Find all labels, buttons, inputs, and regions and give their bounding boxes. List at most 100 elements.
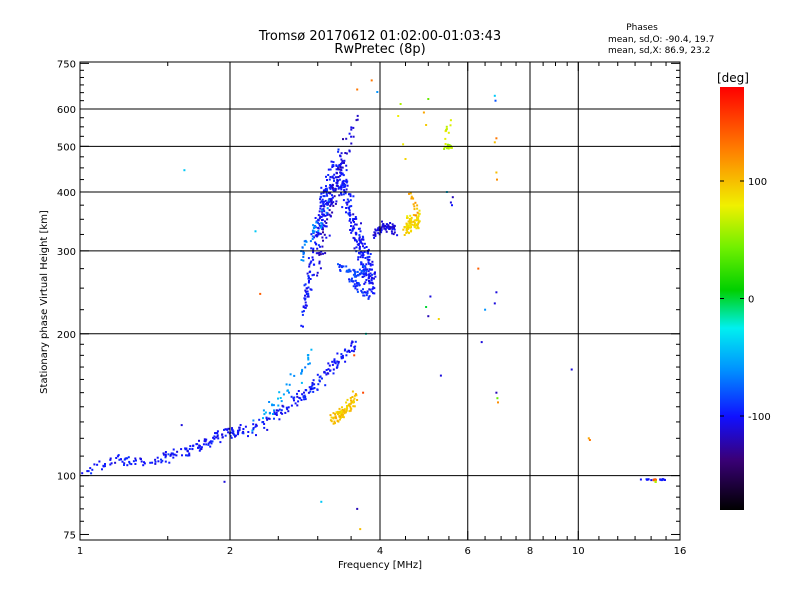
- data-point: [304, 389, 307, 391]
- data-point: [310, 260, 313, 263]
- data-point: [307, 292, 310, 295]
- data-point: [367, 248, 370, 251]
- data-point: [348, 410, 351, 413]
- data-point: [302, 306, 305, 309]
- data-point: [273, 417, 275, 420]
- data-point: [337, 176, 340, 178]
- data-point: [353, 220, 355, 223]
- data-point: [406, 227, 409, 230]
- data-point: [317, 229, 320, 232]
- data-point: [369, 268, 372, 271]
- data-point: [90, 472, 93, 475]
- data-point: [329, 414, 332, 417]
- data-point: [348, 349, 350, 352]
- data-point: [360, 222, 362, 225]
- data-point: [318, 251, 321, 254]
- data-point: [351, 227, 354, 230]
- data-point: [313, 236, 316, 239]
- data-point: [325, 225, 328, 228]
- data-point: [302, 325, 304, 328]
- data-point: [350, 221, 353, 224]
- data-point: [417, 222, 420, 224]
- data-point: [344, 152, 347, 154]
- data-point: [216, 430, 219, 433]
- data-point: [343, 182, 345, 185]
- data-point: [217, 437, 220, 440]
- data-point: [331, 187, 334, 189]
- data-point: [346, 180, 349, 183]
- data-point: [263, 413, 266, 416]
- data-point: [390, 226, 393, 229]
- data-point: [366, 268, 369, 271]
- data-point: [337, 179, 340, 182]
- data-point: [198, 449, 201, 452]
- data-point: [358, 247, 361, 250]
- data-point: [358, 239, 361, 242]
- data-point: [263, 423, 266, 425]
- data-point: [362, 252, 365, 255]
- data-point: [314, 217, 317, 219]
- data-point: [413, 224, 416, 227]
- data-point: [297, 400, 300, 403]
- data-point: [364, 268, 367, 271]
- chart-title: Tromsø 20170612 01:02:00-01:03:43: [258, 29, 501, 44]
- data-point: [185, 454, 187, 457]
- data-point: [344, 348, 347, 351]
- data-point: [344, 192, 347, 195]
- data-point: [493, 302, 496, 305]
- data-point: [358, 273, 361, 276]
- data-point: [329, 214, 332, 217]
- data-point: [445, 146, 448, 148]
- data-point: [223, 428, 225, 431]
- data-point: [326, 189, 328, 192]
- data-point: [387, 224, 390, 227]
- data-point: [196, 443, 199, 446]
- data-point: [363, 270, 366, 273]
- data-point: [324, 202, 327, 205]
- data-point: [349, 199, 352, 202]
- data-point: [417, 227, 420, 230]
- data-point: [268, 401, 271, 403]
- data-point: [320, 205, 323, 208]
- data-point: [376, 91, 379, 93]
- y-tick-label: 600: [57, 105, 76, 116]
- data-point: [211, 440, 214, 443]
- data-point: [259, 292, 262, 295]
- data-point: [336, 360, 339, 363]
- data-point: [348, 132, 351, 135]
- data-point: [425, 306, 428, 308]
- data-point: [359, 528, 362, 531]
- data-point: [124, 457, 127, 460]
- data-point: [114, 461, 117, 464]
- data-point: [416, 207, 419, 210]
- data-point: [289, 373, 292, 376]
- data-point: [347, 212, 350, 215]
- data-point: [321, 222, 324, 225]
- data-point: [116, 455, 119, 458]
- data-point: [360, 270, 363, 272]
- data-point: [339, 171, 342, 174]
- data-point: [345, 408, 348, 411]
- data-point: [406, 223, 409, 226]
- data-point: [402, 143, 405, 146]
- data-point: [348, 150, 351, 153]
- data-point: [346, 198, 349, 201]
- data-point: [301, 246, 304, 249]
- data-point: [358, 245, 361, 248]
- data-point: [352, 225, 355, 228]
- data-point: [368, 288, 371, 291]
- data-point: [412, 220, 415, 223]
- data-point: [353, 405, 356, 408]
- data-point: [319, 196, 322, 199]
- data-point: [142, 464, 145, 467]
- data-point: [301, 310, 304, 313]
- data-point: [304, 304, 307, 307]
- data-point: [380, 226, 383, 229]
- data-point: [339, 165, 342, 168]
- data-point: [340, 172, 343, 174]
- data-point: [336, 172, 338, 175]
- data-point: [307, 277, 310, 280]
- data-point: [335, 411, 338, 414]
- data-point: [186, 454, 189, 457]
- data-point: [362, 288, 364, 291]
